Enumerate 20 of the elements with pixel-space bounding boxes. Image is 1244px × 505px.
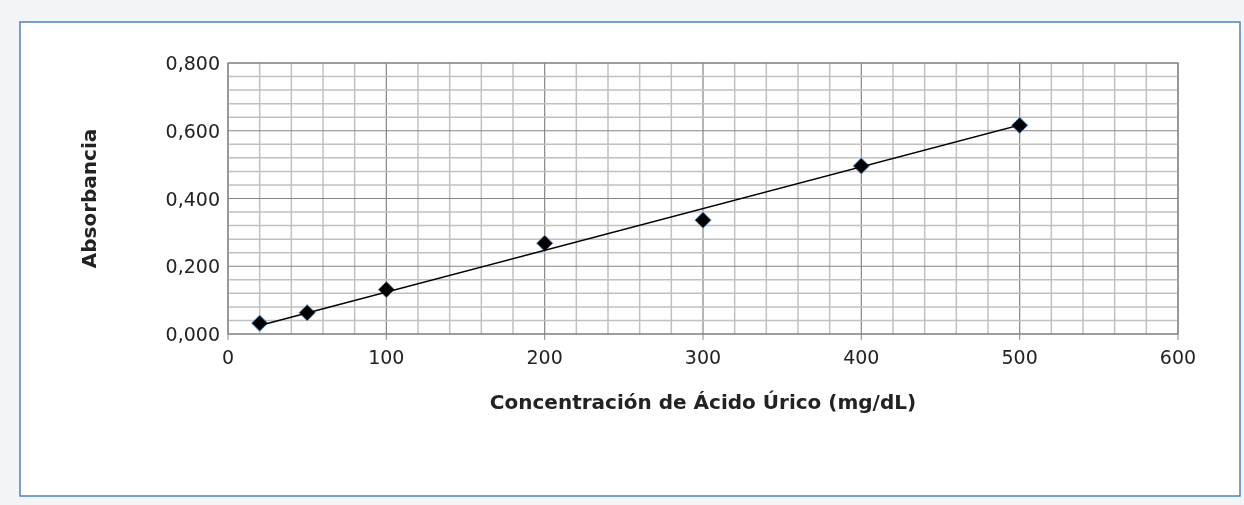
x-tick-label: 400 — [843, 346, 880, 368]
x-tick-label: 300 — [684, 346, 722, 368]
x-tick-label: 500 — [1001, 346, 1038, 368]
x-axis-title: Concentración de Ácido Úrico (mg/dL) — [489, 390, 917, 414]
y-tick-label: 0,000 — [165, 323, 220, 345]
x-tick-label: 100 — [368, 346, 405, 368]
point — [852, 157, 870, 175]
y-tick-label: 0,400 — [165, 187, 220, 210]
x-tick-label: 200 — [526, 346, 563, 368]
y-tick-label: 0,200 — [165, 255, 220, 278]
point — [298, 304, 316, 322]
y-axis-title: Absorbancia — [77, 128, 101, 269]
x-tick-label: 600 — [1159, 346, 1197, 368]
point — [1011, 116, 1029, 134]
point — [694, 211, 712, 229]
x-tick-label: 0 — [221, 346, 235, 368]
point — [536, 234, 554, 252]
point — [251, 314, 269, 332]
y-tick-label: 0,800 — [165, 52, 220, 74]
y-tick-label: 0,600 — [165, 119, 220, 142]
